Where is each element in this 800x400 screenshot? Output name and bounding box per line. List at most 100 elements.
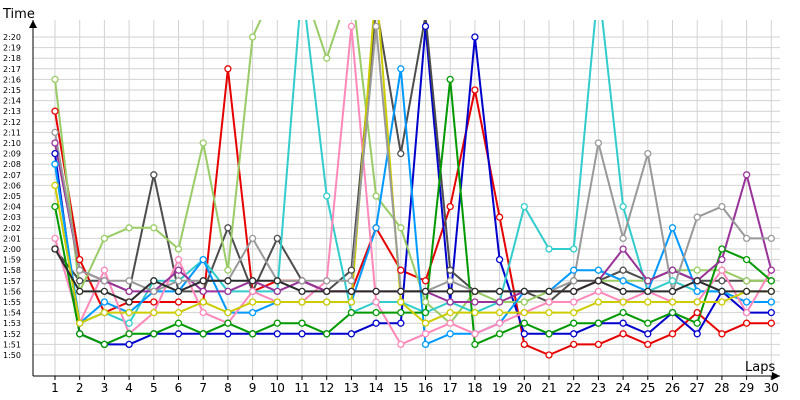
x-tick-label: 26 <box>665 381 680 395</box>
x-tick-label: 8 <box>224 381 232 395</box>
data-point <box>100 287 109 296</box>
data-point <box>397 319 405 327</box>
x-tick-label: 22 <box>566 381 581 395</box>
data-point <box>520 330 528 338</box>
data-point <box>570 245 578 253</box>
data-point <box>446 75 454 84</box>
x-tick-label: 28 <box>714 381 729 395</box>
data-point <box>718 277 726 285</box>
data-point <box>248 277 257 285</box>
data-point <box>471 287 479 296</box>
y-tick-label: 1:51 <box>3 340 21 349</box>
data-point <box>619 330 627 338</box>
data-point <box>446 202 454 211</box>
data-point <box>495 255 504 264</box>
data-point <box>421 22 430 31</box>
data-point <box>76 266 84 274</box>
data-point <box>372 192 380 200</box>
y-tick-label: 1:55 <box>3 298 21 307</box>
x-tick-label: 19 <box>492 381 507 395</box>
series-line-5 <box>54 20 772 325</box>
data-point <box>224 330 232 338</box>
x-tick-label: 13 <box>344 381 359 395</box>
data-point <box>347 277 356 285</box>
data-point <box>520 340 528 349</box>
y-tick-label: 2:10 <box>3 139 21 148</box>
data-point <box>495 308 504 317</box>
data-point <box>495 298 504 306</box>
data-point <box>51 160 59 168</box>
y-axis-arrow <box>29 20 37 28</box>
data-point <box>545 308 553 317</box>
data-point <box>373 2 379 8</box>
data-point <box>471 33 479 41</box>
data-point <box>644 287 652 296</box>
data-point <box>323 192 331 200</box>
data-point <box>495 213 504 221</box>
data-point <box>471 340 479 349</box>
data-point <box>594 340 603 349</box>
data-point <box>471 298 479 306</box>
data-point <box>693 319 701 327</box>
data-point <box>76 255 84 264</box>
data-point <box>767 319 775 327</box>
data-point <box>125 224 133 232</box>
data-point <box>742 298 751 306</box>
data-point <box>100 308 109 317</box>
data-point <box>372 22 380 31</box>
data-point <box>767 298 775 306</box>
data-point <box>298 319 306 327</box>
y-tick-label: 2:05 <box>3 192 21 201</box>
data-point <box>273 298 281 306</box>
y-tick-label: 2:02 <box>3 224 21 233</box>
data-point <box>347 308 356 317</box>
data-point <box>767 308 775 317</box>
data-point <box>742 287 751 296</box>
data-point <box>668 224 677 232</box>
data-point <box>520 319 528 327</box>
data-point <box>495 319 504 327</box>
x-tick-labels: 1 2 3 4 5 6 7 8 9 10 11 12 13 14 15 16 17 18 19 20 21 22 23 24 2… <box>51 381 779 395</box>
data-point <box>495 287 504 296</box>
data-point <box>423 13 429 19</box>
data-point <box>545 287 553 296</box>
series-line-1 <box>54 67 772 356</box>
data-point <box>76 330 84 338</box>
data-point <box>718 330 726 338</box>
data-point <box>224 65 232 73</box>
data-point <box>273 330 281 338</box>
data-point <box>199 139 207 147</box>
data-point <box>224 308 232 317</box>
data-point <box>594 266 603 274</box>
series-line-2 <box>54 25 772 346</box>
data-point <box>545 245 553 253</box>
y-tick-label: 1:54 <box>3 309 21 318</box>
data-point <box>125 298 133 306</box>
data-point <box>446 308 454 317</box>
x-tick-label: 25 <box>640 381 655 395</box>
data-point <box>742 319 751 327</box>
data-point <box>693 266 701 274</box>
x-tick-label: 18 <box>467 381 482 395</box>
data-point <box>471 330 479 338</box>
data-point <box>199 255 207 264</box>
data-point <box>150 171 158 179</box>
data-point <box>446 298 454 306</box>
data-point <box>644 149 652 158</box>
data-point <box>693 277 701 285</box>
y-tick-label: 2:20 <box>3 33 21 42</box>
data-point <box>323 330 331 338</box>
data-point <box>100 277 109 285</box>
data-point <box>273 234 281 243</box>
data-point <box>668 330 677 338</box>
y-tick-label: 2:09 <box>3 150 21 159</box>
y-tick-label: 2:12 <box>3 118 21 127</box>
data-point <box>51 202 59 211</box>
data-point <box>199 330 207 338</box>
data-point <box>644 298 652 306</box>
data-point <box>570 340 578 349</box>
data-point <box>742 308 751 317</box>
data-point <box>51 128 59 137</box>
data-point <box>224 224 232 232</box>
x-tick-label: 16 <box>418 381 433 395</box>
